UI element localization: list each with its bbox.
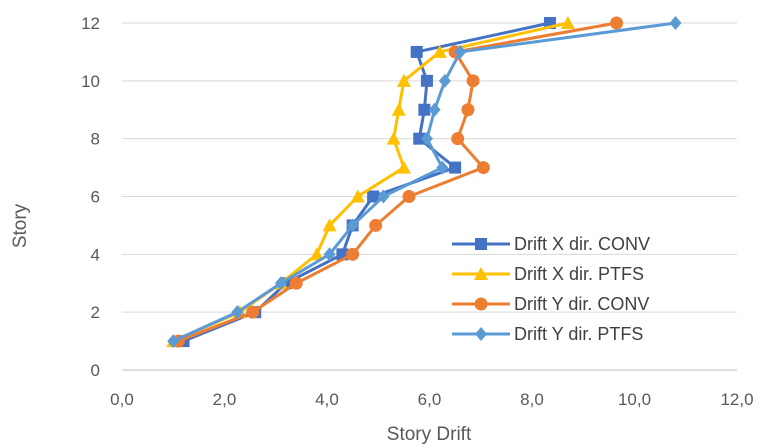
legend-label: Drift Y dir. CONV	[514, 294, 649, 314]
series-line	[172, 21, 569, 343]
x-tick-labels: 0,0 2,0 4,0 6,0 8,0 10,0 12,0	[110, 390, 753, 409]
data-point	[420, 131, 433, 146]
x-tick-label: 2,0	[213, 390, 237, 409]
legend-marker	[475, 327, 487, 341]
data-point	[396, 73, 411, 87]
legend-label: Drift Y dir. PTFS	[514, 324, 643, 344]
y-tick-labels: 0 2 4 6 8 10 12	[81, 14, 100, 380]
data-point	[461, 103, 475, 117]
data-point	[231, 305, 244, 320]
data-point	[377, 189, 390, 204]
data-point	[560, 16, 575, 29]
legend-label: Drift X dir. CONV	[514, 234, 650, 254]
y-tick-label: 12	[81, 14, 100, 33]
data-point	[309, 247, 324, 261]
data-point	[420, 74, 433, 87]
legend-item: Drift Y dir. CONV	[452, 294, 649, 314]
data-point	[391, 102, 406, 116]
series-line	[172, 21, 676, 343]
x-axis-title: Story Drift	[387, 424, 472, 445]
y-axis-title: Story	[10, 203, 31, 248]
legend-marker	[475, 238, 487, 250]
y-tick-label: 0	[91, 361, 100, 380]
legend-marker	[474, 297, 488, 311]
data-point	[346, 247, 360, 261]
data-point	[396, 160, 411, 174]
data-point	[410, 45, 423, 58]
data-point	[669, 16, 682, 30]
x-tick-label: 10,0	[618, 390, 651, 409]
data-point	[610, 16, 624, 30]
x-tick-label: 0,0	[110, 390, 134, 409]
data-point	[428, 102, 441, 117]
data-point	[167, 334, 180, 349]
data-point	[476, 161, 490, 175]
legend-label: Drift X dir. PTFS	[514, 264, 644, 284]
x-tick-label: 6,0	[418, 390, 442, 409]
legend-item: Drift X dir. PTFS	[452, 264, 644, 284]
data-point	[322, 218, 337, 232]
series-1	[177, 17, 556, 348]
legend-item: Drift X dir. CONV	[452, 234, 650, 254]
data-point	[451, 132, 465, 146]
y-tick-label: 10	[81, 72, 100, 91]
series-line	[182, 21, 551, 343]
data-point	[418, 103, 431, 116]
data-point	[402, 190, 416, 203]
series-4	[167, 16, 682, 349]
data-point	[466, 74, 480, 88]
series-layer	[166, 16, 682, 349]
data-point	[438, 73, 451, 88]
data-point	[367, 190, 380, 203]
data-point	[246, 305, 260, 319]
x-tick-label: 12,0	[720, 390, 753, 409]
data-point	[323, 247, 336, 262]
legend-item: Drift Y dir. PTFS	[452, 324, 643, 344]
y-tick-label: 2	[91, 303, 100, 322]
data-point	[432, 44, 447, 58]
y-tick-label: 8	[91, 130, 100, 149]
data-point	[386, 131, 401, 145]
data-point	[369, 218, 383, 232]
data-point	[436, 160, 449, 175]
data-point	[274, 276, 287, 291]
data-point	[346, 218, 359, 233]
legend: Drift X dir. CONV Drift X dir. PTFS Drift …	[452, 234, 650, 344]
legend-marker	[474, 267, 488, 280]
x-tick-label: 4,0	[315, 390, 339, 409]
y-tick-label: 4	[91, 245, 100, 264]
data-point	[413, 132, 426, 145]
data-point	[449, 161, 462, 174]
x-tick-label: 8,0	[520, 390, 544, 409]
data-point	[289, 276, 303, 290]
data-point	[454, 44, 467, 59]
data-point	[336, 248, 349, 261]
data-point	[350, 189, 365, 203]
y-tick-label: 6	[91, 188, 100, 207]
